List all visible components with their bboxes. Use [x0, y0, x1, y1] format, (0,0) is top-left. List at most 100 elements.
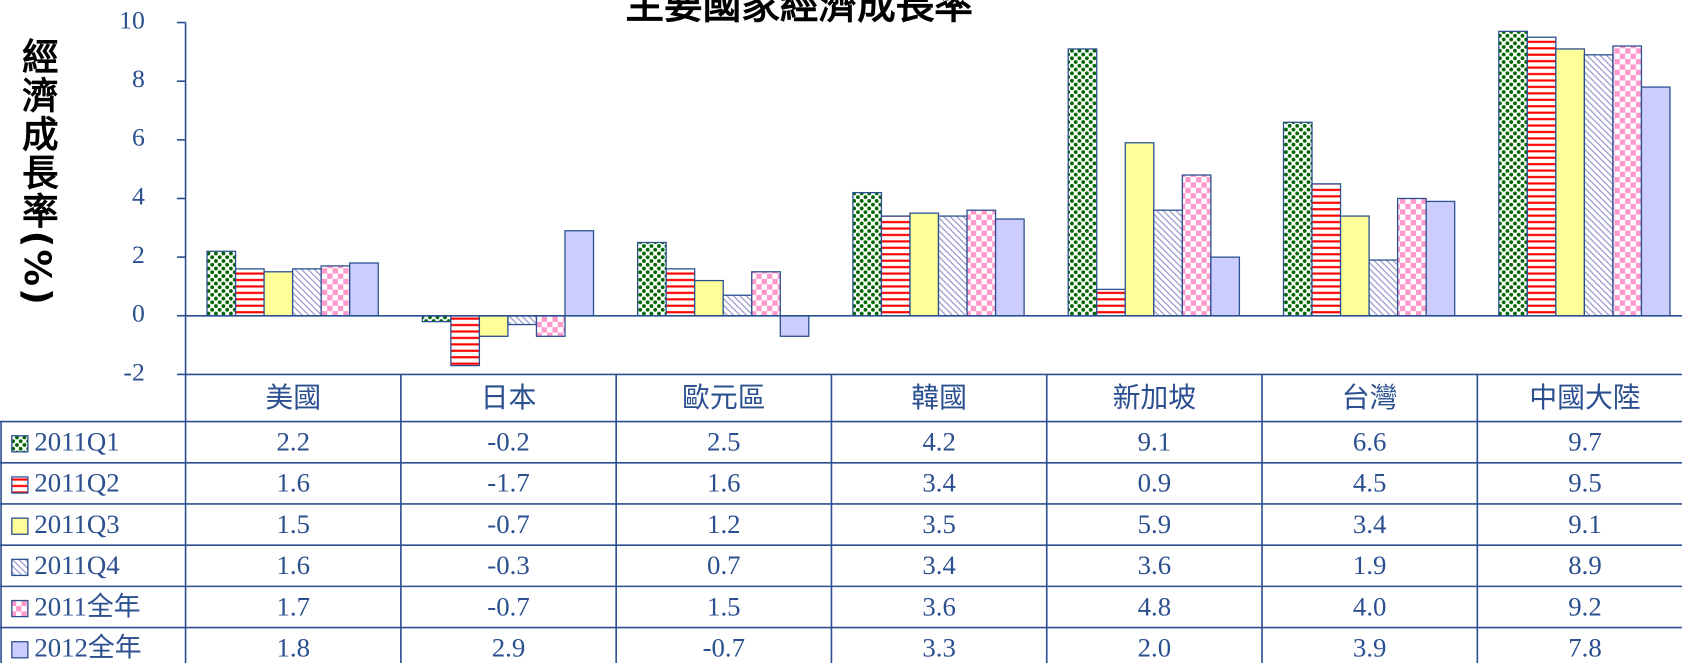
bar [1498, 30, 1528, 317]
legend-label: 2011全年 [34, 591, 140, 621]
table-cell: 4.2 [922, 427, 956, 457]
chart-title: 主要國家經濟成長率 [625, 0, 972, 29]
table-cell: 9.1 [1138, 427, 1172, 457]
legend-swatch [11, 641, 29, 659]
bar [1339, 215, 1370, 317]
x-tick-label: 中國大陸 [1529, 381, 1641, 414]
bar [234, 268, 265, 317]
table-cell: 0.9 [1138, 468, 1172, 498]
table-cell: 2.0 [1138, 632, 1172, 662]
table-cell: 3.4 [1353, 509, 1387, 539]
table-cell: 1.2 [707, 509, 741, 539]
bar [263, 271, 294, 317]
y-tick-label: 4 [132, 181, 145, 210]
table-cell: 5.9 [1138, 509, 1172, 539]
y-tick-label: 2 [132, 240, 145, 269]
bar [694, 279, 724, 317]
table-cell: -0.7 [487, 591, 529, 621]
table-cell: 9.7 [1568, 427, 1602, 457]
bar [1640, 86, 1671, 317]
bar [665, 268, 696, 317]
bar [1368, 259, 1399, 317]
y-tick-label: 0 [132, 299, 145, 328]
table-cell: 3.4 [922, 550, 956, 580]
bar [1425, 200, 1456, 317]
bar [1396, 197, 1427, 317]
bar [320, 265, 351, 317]
table-cell: 1.9 [1353, 550, 1387, 580]
y-tick-label: 8 [132, 64, 145, 93]
table-cell: -0.3 [487, 550, 529, 580]
table-cell: 1.7 [276, 591, 310, 621]
bar [1153, 209, 1183, 317]
table-cell: 2.5 [707, 427, 741, 457]
table-cell: 6.6 [1353, 427, 1387, 457]
legend-swatch [11, 476, 29, 494]
bar [1210, 256, 1241, 317]
bar [1096, 288, 1126, 317]
table-cell: 9.5 [1568, 468, 1602, 498]
bar [751, 271, 781, 317]
bar [291, 268, 322, 317]
bar [722, 294, 753, 317]
legend-label: 2011Q1 [34, 427, 119, 457]
legend-label: 2011Q4 [34, 550, 119, 580]
table-cell: 1.5 [707, 591, 741, 621]
bar [966, 209, 997, 317]
table-cell: 3.6 [1138, 550, 1172, 580]
table-cell: -0.7 [703, 632, 745, 662]
x-tick-label: 台灣 [1342, 381, 1398, 414]
table-cell: 2.2 [276, 427, 310, 457]
table-cell: -1.7 [487, 468, 529, 498]
legend-swatch [11, 558, 29, 577]
table-cell: 1.6 [276, 550, 310, 580]
table-cell: -0.7 [487, 509, 529, 539]
bar [564, 230, 595, 317]
x-tick-label: 韓國 [911, 381, 967, 414]
bar [507, 315, 538, 326]
table-cell: 3.5 [922, 509, 956, 539]
bar [1282, 121, 1313, 317]
legend-label: 2011Q2 [34, 468, 119, 498]
table-cell: 7.8 [1568, 632, 1602, 662]
table-cell: 3.4 [922, 468, 956, 498]
table-cell: 9.1 [1568, 509, 1602, 539]
legend-swatch [11, 599, 29, 618]
table-cell: 4.5 [1353, 468, 1387, 498]
y-tick-label: 6 [132, 123, 145, 152]
bar [1067, 48, 1098, 317]
x-tick-label: 美國 [265, 381, 321, 414]
table-cell: 8.9 [1568, 550, 1602, 580]
bar [880, 215, 911, 317]
table-cell: 3.6 [922, 591, 956, 621]
legend-swatch [11, 517, 29, 535]
bar [478, 315, 509, 337]
table-cell: 1.5 [276, 509, 310, 539]
bar [421, 315, 452, 323]
bar [1612, 45, 1643, 317]
table-cell: 9.2 [1568, 591, 1602, 621]
y-tick-label: 10 [119, 5, 145, 34]
table-cell: 3.3 [922, 632, 956, 662]
bar [779, 315, 810, 337]
bar [1583, 54, 1614, 317]
table-cell: -0.2 [487, 427, 529, 457]
bar [937, 215, 968, 317]
legend-label: 2011Q3 [34, 509, 119, 539]
y-tick-label: -2 [123, 357, 144, 386]
bar [1526, 36, 1557, 317]
bar [852, 191, 883, 317]
table-cell: 3.9 [1353, 632, 1387, 662]
table-cell: 4.8 [1138, 591, 1172, 621]
table-cell: 1.8 [276, 632, 310, 662]
table-cell: 2.9 [492, 632, 526, 662]
table-cell: 1.6 [276, 468, 310, 498]
legend-swatch [11, 435, 29, 453]
bar [535, 315, 566, 337]
bar [1555, 48, 1586, 317]
bar [1311, 183, 1342, 317]
bar [994, 218, 1025, 317]
bar [909, 212, 940, 317]
